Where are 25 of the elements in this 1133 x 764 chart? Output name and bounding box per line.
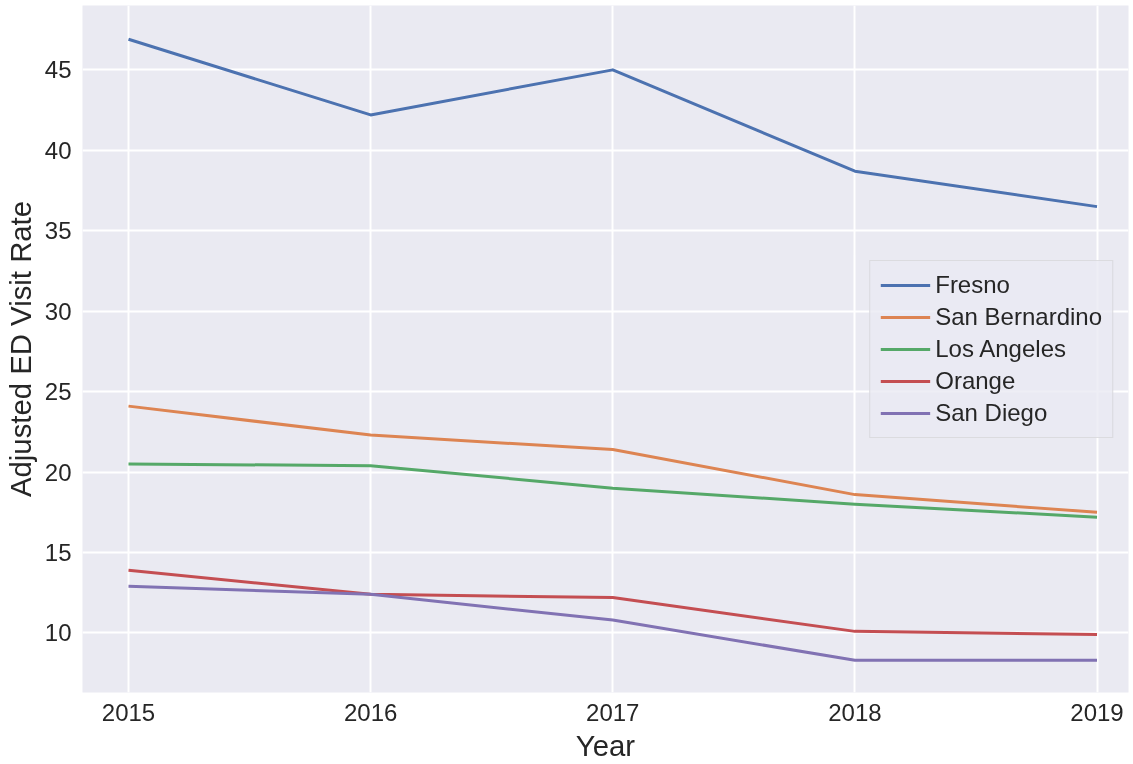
line-series	[127, 37, 1099, 209]
y-tick-label: 20	[44, 458, 72, 486]
legend-label: Los Angeles	[935, 334, 1066, 363]
y-tick-label: 30	[44, 297, 72, 325]
legend-label: San Bernardino	[935, 302, 1102, 331]
legend-label: Orange	[935, 366, 1016, 395]
line-series	[127, 584, 1099, 662]
legend-label: Fresno	[935, 270, 1010, 299]
x-tick-label: 2016	[343, 698, 398, 726]
y-tick-label: 15	[44, 539, 72, 567]
x-axis-title: Year	[575, 728, 636, 762]
y-tick-label: 40	[44, 136, 72, 164]
x-tick-label: 2018	[828, 698, 882, 726]
x-tick-label: 2015	[101, 698, 156, 726]
x-tick-label: 2017	[586, 698, 640, 726]
x-tick-label: 2019	[1070, 698, 1124, 726]
line-series	[127, 568, 1099, 637]
line-series	[127, 462, 1099, 519]
legend-label: San Diego	[935, 398, 1048, 427]
line-series	[127, 404, 1099, 514]
y-tick-label: 45	[44, 56, 72, 84]
y-tick-label: 25	[44, 378, 72, 406]
y-tick-label: 35	[44, 217, 72, 245]
y-tick-label: 10	[44, 619, 72, 647]
y-axis-title: Adjusted ED Visit Rate	[3, 200, 37, 498]
